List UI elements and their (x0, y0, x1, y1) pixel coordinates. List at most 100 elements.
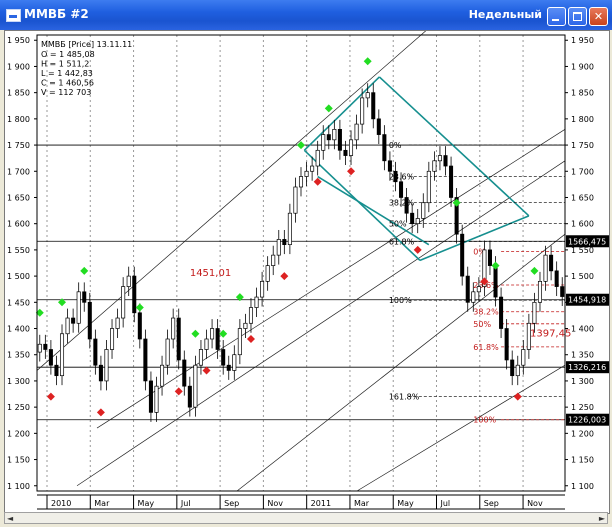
price-tags: 1566,475 1454,918 1326,216 1226,003 (566, 235, 609, 426)
candle-body (426, 170, 431, 204)
scroll-left-arrow-icon[interactable]: ◄ (7, 514, 14, 523)
candle-body (71, 317, 76, 324)
y-tick-label-left: 1 600 (7, 220, 30, 229)
annotation-label: 1451,01 (190, 268, 231, 279)
price-tag-label: 1454,918 (568, 296, 606, 305)
candle-body (187, 385, 192, 408)
candle-body (437, 155, 442, 162)
candle-body (243, 322, 248, 329)
buy-signal-marker (530, 266, 539, 275)
trend-line (96, 129, 566, 429)
candle-body (332, 128, 337, 141)
candle-body (393, 170, 398, 183)
candle-body (126, 275, 131, 287)
window-titlebar[interactable]: ММВБ #2 Недельный ✕ (0, 0, 612, 30)
candle-body (115, 317, 120, 329)
info-line: V = 112 703 (41, 88, 91, 97)
candle-body (460, 233, 465, 277)
signal-markers (35, 57, 539, 417)
candle-body (226, 364, 231, 371)
candle-body (360, 97, 365, 125)
candle-body (148, 380, 153, 413)
y-tick-label-right: 1 200 (571, 429, 594, 438)
candle-body (287, 212, 292, 246)
info-line: O = 1 485,08 (41, 50, 95, 59)
buy-signal-marker (58, 298, 67, 307)
candle-body (265, 265, 270, 282)
sell-signal-marker (96, 408, 105, 417)
candle-body (104, 349, 109, 382)
y-tick-label-left: 1 850 (7, 89, 30, 98)
buy-signal-marker (80, 266, 89, 275)
candle-body (110, 328, 115, 350)
candle-body (376, 118, 381, 135)
window-title: ММВБ #2 (24, 7, 89, 21)
scroll-right-arrow-icon[interactable]: ► (598, 514, 605, 523)
price-tag-label: 1326,216 (568, 363, 606, 372)
candle-body (160, 364, 165, 387)
candle-body (471, 291, 476, 303)
candle-body (465, 275, 470, 303)
teal-channel-line (303, 76, 380, 151)
minimize-button[interactable] (547, 7, 566, 26)
candle-body (198, 349, 203, 366)
y-tick-label-right: 1 150 (571, 456, 594, 465)
price-chart[interactable]: 0%23.6%38.2%50%61.8%100%161.8%0%23.6%38.… (5, 13, 609, 513)
sell-signal-marker (174, 387, 183, 396)
buy-signal-marker (35, 308, 44, 317)
y-tick-label-right: 1 800 (571, 115, 594, 124)
y-tick-label-right: 1 600 (571, 220, 594, 229)
maximize-button[interactable] (568, 7, 587, 26)
candle-body (454, 197, 459, 235)
buy-signal-marker (135, 303, 144, 312)
y-tick-label-left: 1 500 (7, 272, 30, 281)
candle-body (276, 239, 281, 256)
candle-body (182, 359, 187, 387)
fib-top-label: 0% (389, 141, 402, 150)
candle-body (65, 317, 70, 335)
x-tick-label: May (397, 499, 414, 508)
y-tick-label-right: 1 900 (571, 62, 594, 71)
y-tick-label-left: 1 200 (7, 429, 30, 438)
price-tag (566, 235, 609, 248)
fib-top-label: 38.2% (389, 199, 415, 208)
y-tick-label-left: 1 550 (7, 246, 30, 255)
fib-top-label: 61.8% (389, 238, 415, 247)
y-tick-label-left: 1 150 (7, 456, 30, 465)
buy-signal-marker (219, 329, 228, 338)
candle-body (132, 275, 137, 314)
y-tick-label-left: 1 350 (7, 351, 30, 360)
candle-body (171, 317, 176, 340)
candle-body (532, 301, 537, 324)
candle-body (526, 322, 531, 350)
fib-top-label: 23.6% (389, 173, 415, 182)
candle-body (271, 254, 276, 266)
y-tick-label-left: 1 450 (7, 298, 30, 307)
info-header: ММВБ [Price] 13.11.11 (41, 40, 132, 49)
period-selector[interactable]: Недельный (468, 8, 542, 21)
buy-signal-marker (324, 104, 333, 113)
chart-area[interactable]: 0%23.6%38.2%50%61.8%100%161.8%0%23.6%38.… (4, 13, 610, 514)
y-tick-label-left: 1 700 (7, 167, 30, 176)
candle-body (176, 317, 181, 361)
candle-body (521, 349, 526, 366)
candle-body (487, 249, 492, 266)
x-tick-label: May (138, 499, 155, 508)
close-button[interactable]: ✕ (589, 7, 608, 26)
candles (37, 83, 565, 422)
sell-signal-marker (46, 392, 55, 401)
price-tag (566, 361, 609, 374)
x-tick-label: Jul (180, 499, 191, 508)
sell-signal-marker (513, 392, 522, 401)
y-tick-label-right: 1 950 (571, 36, 594, 45)
horizontal-scrollbar[interactable]: ◄ ► (4, 512, 608, 524)
candle-body (54, 364, 59, 377)
buy-signal-marker (491, 261, 500, 270)
buy-signal-marker (235, 293, 244, 302)
fibonacci-levels: 0%23.6%38.2%50%61.8%100%161.8%0%23.6%38.… (190, 141, 572, 425)
price-tag-label: 1566,475 (568, 237, 606, 246)
candle-body (298, 176, 304, 188)
trend-line (76, 160, 566, 487)
y-tick-label-left: 1 300 (7, 377, 30, 386)
price-tag-label: 1226,003 (568, 416, 606, 425)
